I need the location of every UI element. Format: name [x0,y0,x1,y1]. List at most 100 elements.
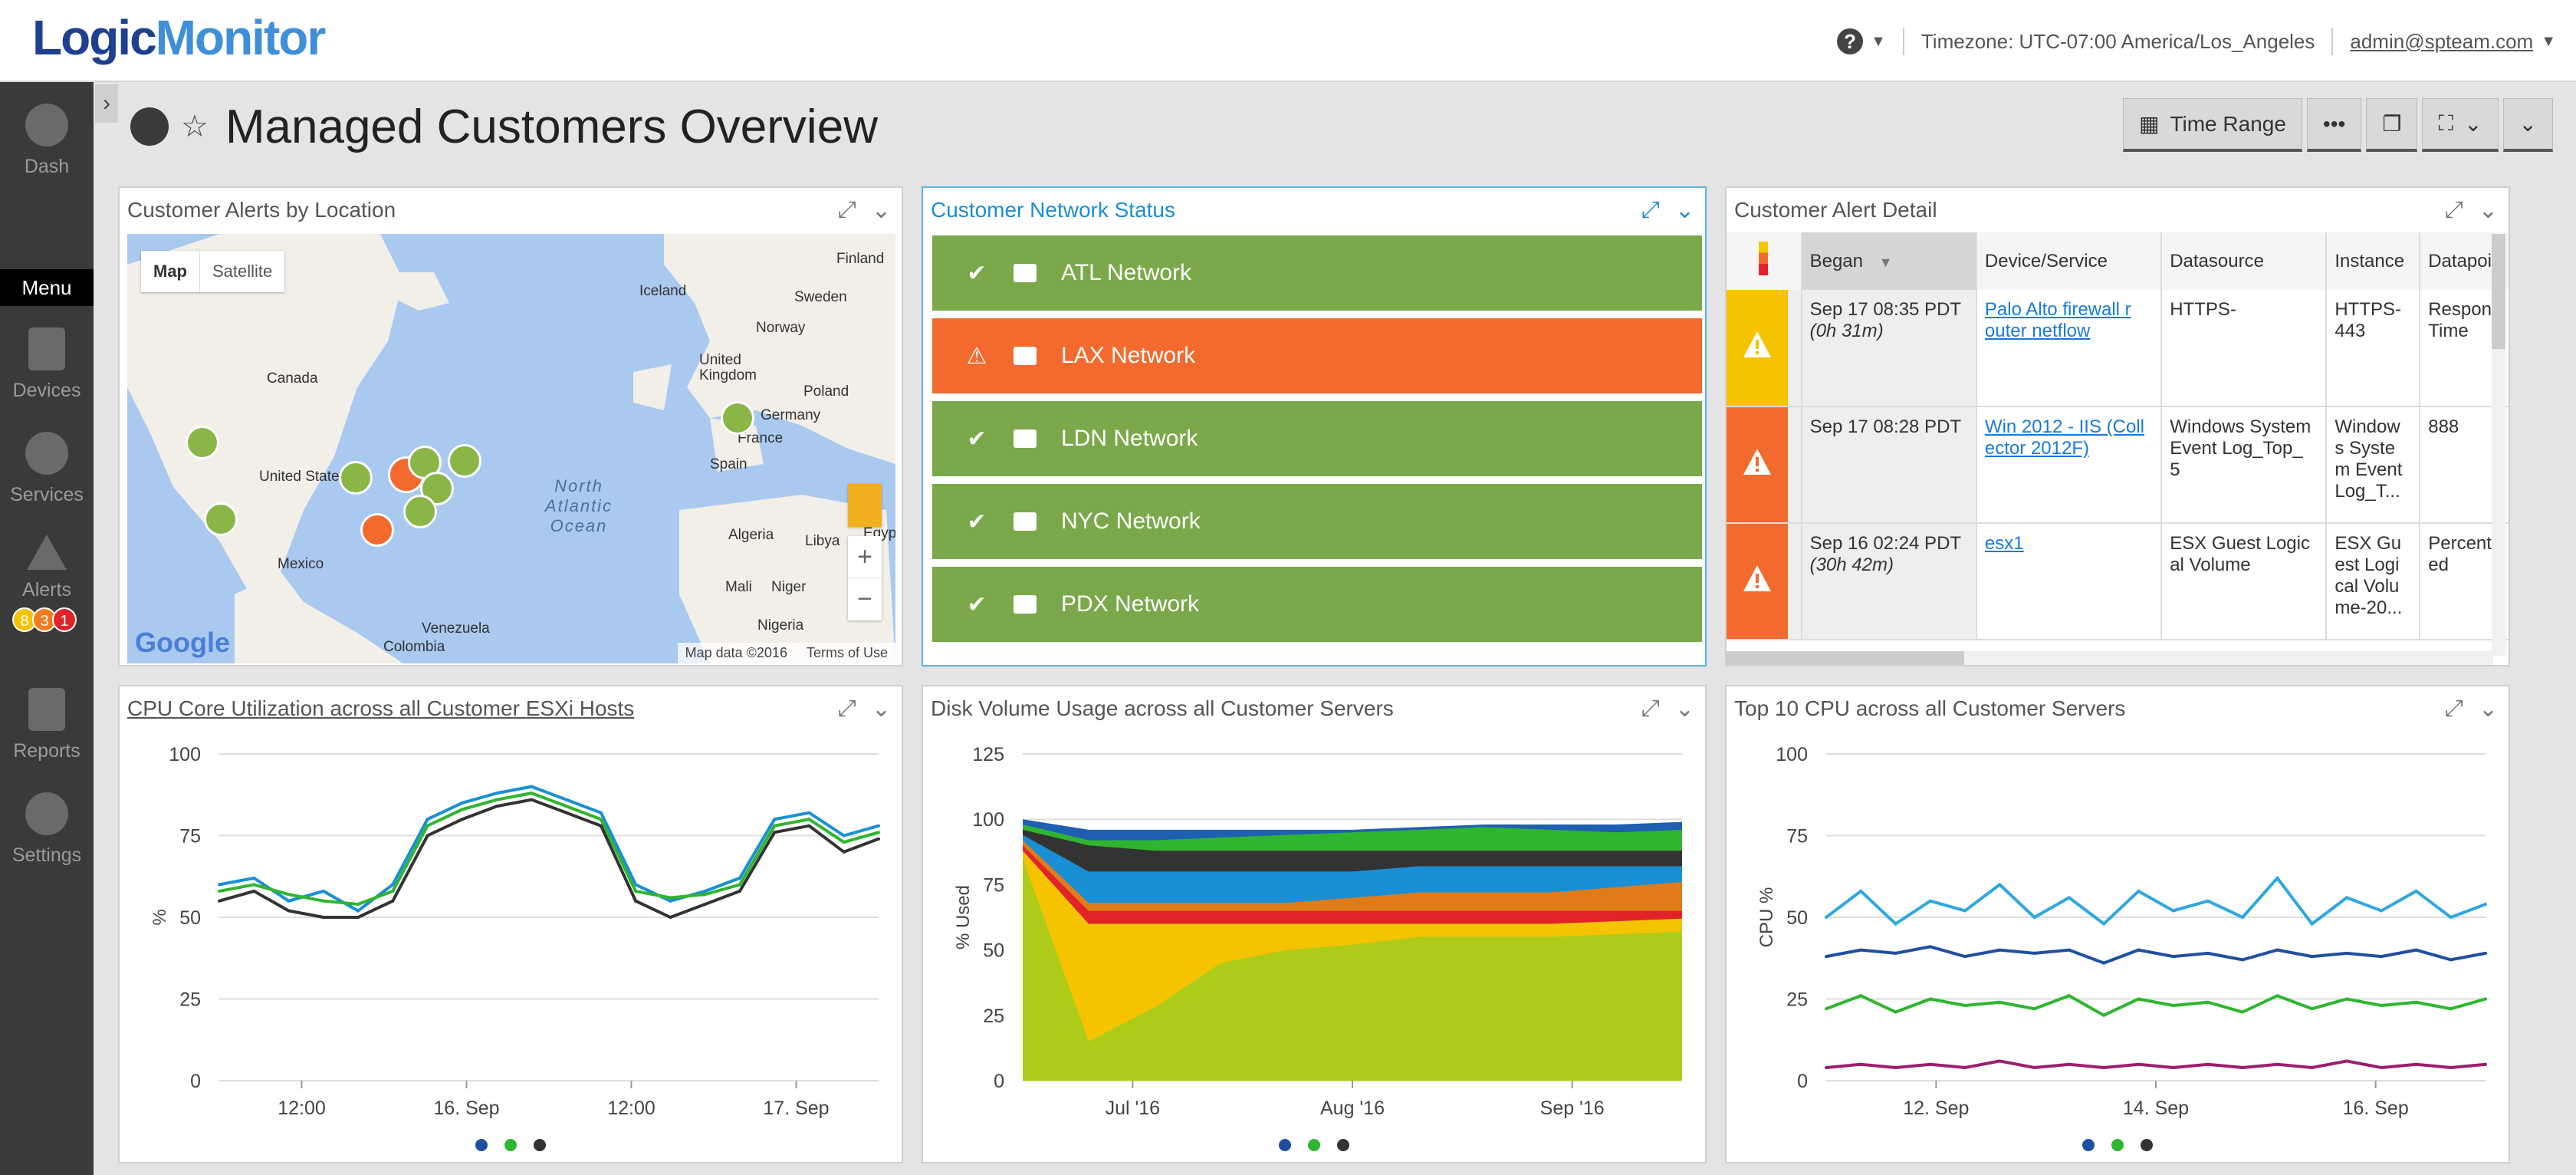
chevron-down-icon[interactable]: ▼ [2541,32,2556,50]
legend-dot[interactable] [534,1139,546,1151]
data-point [877,837,880,841]
zoom-in-button[interactable]: + [857,542,872,571]
map-tab[interactable]: Map [153,262,187,281]
vertical-scrollbar[interactable] [2492,234,2505,656]
table-row[interactable]: Sep 17 08:35 PDT (0h 31m) Palo Alto firew… [1727,290,2509,407]
help-icon[interactable]: ? [1837,28,1864,54]
network-row-atl[interactable]: ✔ ATL Network [932,235,1702,311]
chevron-down-icon[interactable]: ⌄ [2478,198,2498,223]
satellite-tab[interactable]: Satellite [199,251,284,292]
cpu-core-chart[interactable]: 100 75 50 25 0% 12:00 16. Sep 12:00 17. Sep [120,731,902,1130]
expand-icon[interactable]: ⤢ [1641,696,1660,721]
network-row-ldn[interactable]: ✔ LDN Network [932,401,1702,476]
y-axis-label: % Used [953,885,974,950]
data-point [877,831,880,834]
column-header-datasource[interactable]: Datasource [2161,232,2328,290]
star-icon[interactable]: ☆ [181,110,209,143]
location-pin[interactable] [420,472,454,505]
legend-dot[interactable] [1337,1139,1349,1151]
chevron-down-icon[interactable]: ▼ [1871,32,1886,50]
location-pin[interactable] [339,461,373,495]
sidebar-item-alerts[interactable]: Alerts 8 3 1 [0,535,94,632]
sidebar-item-dash[interactable]: Dash [0,104,94,178]
warning-icon [1743,449,1771,475]
device-link[interactable]: Win 2012 - IIS (Coll ector 2012F) [1984,416,2144,459]
data-point [1894,1010,1898,1014]
network-row-nyc[interactable]: ✔ NYC Network [932,484,1702,559]
location-pin[interactable] [360,513,394,547]
location-pin[interactable] [186,426,219,459]
zoom-out-button[interactable]: − [848,578,882,620]
y-tick-label: 125 [972,744,1004,765]
expand-icon[interactable]: ⤢ [837,696,856,721]
expand-icon[interactable]: ⤢ [2444,197,2463,222]
chevron-down-icon[interactable]: ⌄ [871,696,891,722]
legend-dot[interactable] [1308,1139,1320,1151]
location-pin[interactable] [448,444,481,478]
alert-count-badges[interactable]: 8 3 1 [0,607,94,632]
legend-dot[interactable] [1279,1139,1291,1151]
disk-usage-chart[interactable]: 125 100 75 50 25 0 % Used Jul '16 Aug '16 Sep '16 [923,731,1705,1130]
legend-dots[interactable] [1727,1139,2509,1151]
table-row[interactable]: Sep 17 08:28 PDT Win 2012 - IIS (Coll ec… [1727,406,2509,524]
top-cpu-chart[interactable]: 100 75 50 25 0 CPU % 12. Sep 14. Sep 16. Sep [1727,731,2509,1130]
expand-sidebar-button[interactable]: › [95,84,118,123]
widget-header: Customer Alerts by Location ⤢ ⌄ [120,188,902,232]
time-range-button[interactable]: ▦ Time Range [2122,98,2302,152]
x-tick-label: Jul '16 [1106,1098,1160,1119]
location-pin[interactable] [403,495,437,528]
expand-icon[interactable]: ⤢ [837,197,856,222]
column-header-instance[interactable]: Instance [2326,232,2421,290]
location-pin[interactable] [721,401,754,435]
legend-dot[interactable] [2141,1139,2153,1151]
legend-dot[interactable] [2111,1139,2124,1151]
data-point [391,899,395,903]
network-row-pdx[interactable]: ✔ PDX Network [932,567,1702,642]
data-point [1894,922,1898,926]
location-pin[interactable] [204,502,238,536]
legend-dot[interactable] [504,1139,517,1151]
menu-button[interactable]: Menu [0,269,94,306]
widget-tokens-button[interactable]: ••• [2306,98,2362,152]
legend-dot[interactable] [2082,1139,2095,1151]
severity-column-header[interactable] [1727,232,1802,290]
horizontal-scrollbar[interactable] [1727,651,2493,665]
map-canvas[interactable]: Map Satellite Finland Iceland Sweden Nor… [127,234,895,663]
clone-button[interactable]: ❐ [2366,98,2418,152]
network-row-lax[interactable]: ⚠ LAX Network [932,318,1702,393]
data-point [2310,955,2314,959]
dots-icon: ••• [2322,111,2346,136]
data-point [1998,948,2002,952]
y-tick-label: 25 [1786,989,1808,1011]
chevron-down-icon[interactable]: ⌄ [2478,696,2498,722]
legend-dots[interactable] [923,1139,1705,1151]
device-link[interactable]: esx1 [1984,533,2024,554]
expand-icon[interactable]: ⤢ [2444,696,2463,721]
sidebar-item-reports[interactable]: Reports [0,688,94,762]
user-menu-link[interactable]: admin@spteam.com [2350,29,2534,53]
terms-link[interactable]: Terms of Use [806,645,888,660]
sidebar-item-devices[interactable]: Devices [0,327,94,402]
data-point [2102,1013,2106,1017]
device-link[interactable]: Palo Alto firewall r outer netflow [1984,299,2131,341]
legend-dots[interactable] [120,1139,902,1151]
sidebar-item-settings[interactable]: Settings [0,792,94,867]
column-header-began[interactable]: Began ▼ [1801,232,1977,290]
x-tick-label: 17. Sep [763,1098,829,1119]
chevron-down-icon[interactable]: ⌄ [1674,198,1694,223]
expand-icon[interactable]: ⤢ [1641,197,1660,222]
more-options-button[interactable]: ⌄ [2502,98,2553,152]
data-point [773,818,777,821]
sidebar-item-services[interactable]: Services [0,432,94,506]
chevron-down-icon[interactable]: ⌄ [1674,696,1694,722]
table-row[interactable]: Sep 16 02:24 PDT (30h 42m) esx1 ESX Guest… [1727,523,2509,640]
legend-dot[interactable] [475,1139,488,1151]
fullscreen-button[interactable]: ⛶ ⌄ [2422,98,2499,152]
page-header: ☆ Managed Customers Overview [130,92,878,161]
column-header-device[interactable]: Device/Service [1976,232,2163,290]
logicmonitor-logo[interactable]: LogicMonitor [32,10,326,65]
widget-title[interactable]: CPU Core Utilization across all Customer… [127,696,635,720]
chevron-down-icon[interactable]: ⌄ [871,198,891,223]
data-point [391,889,395,893]
street-view-pegman-icon[interactable] [848,484,882,527]
